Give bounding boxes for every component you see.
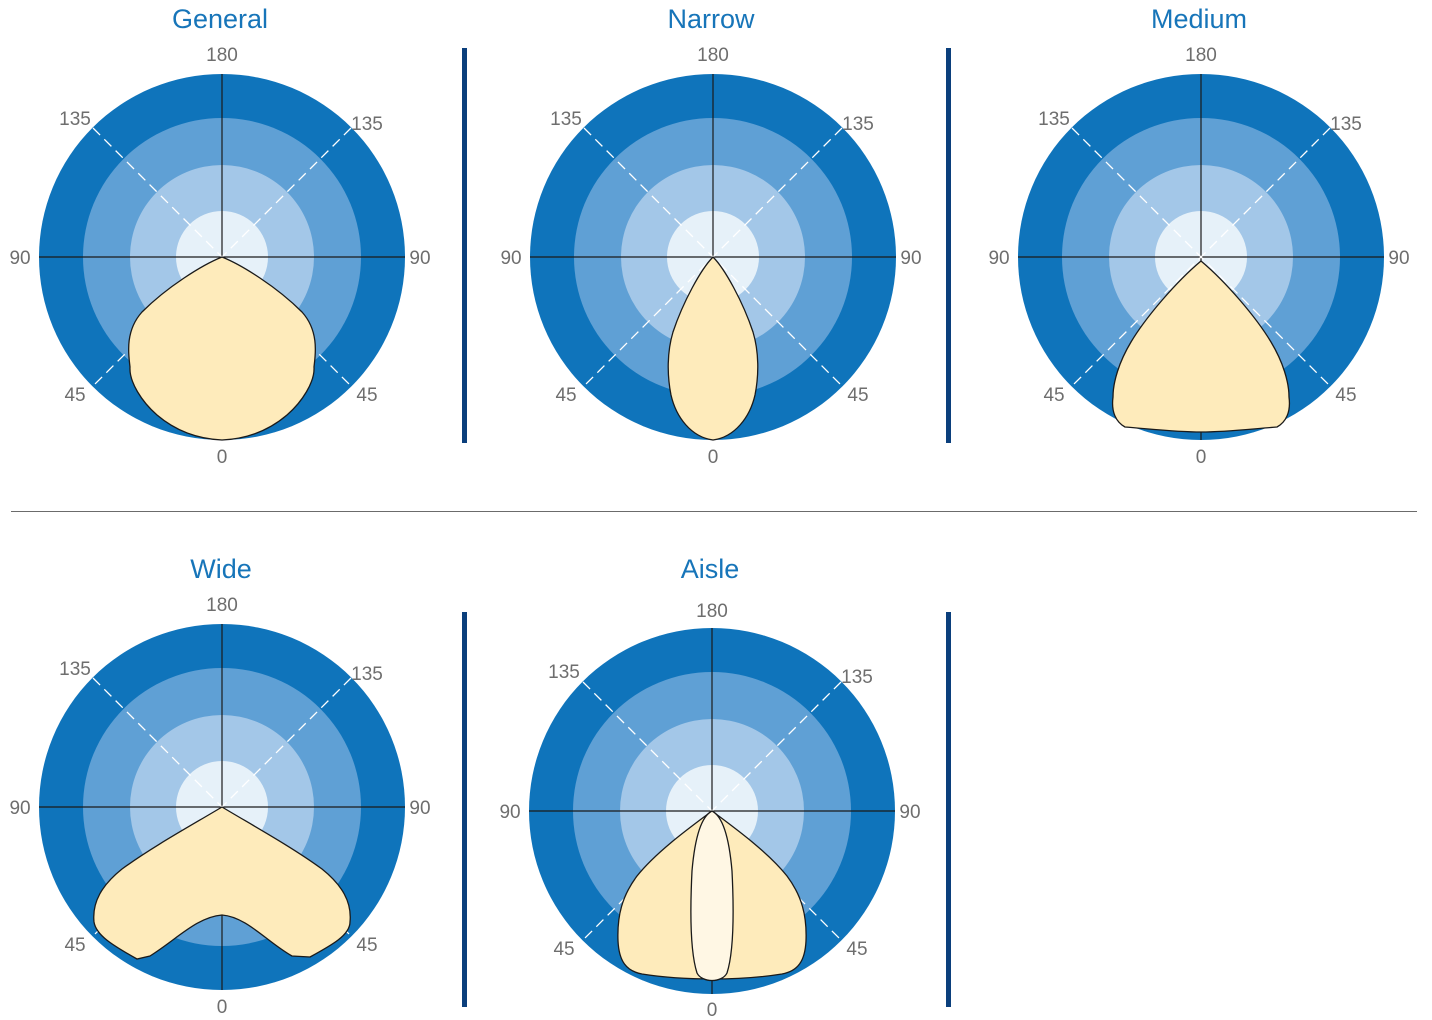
label-45-left: 45 <box>555 385 576 406</box>
diagonal-dashed <box>1071 127 1331 387</box>
polar-diagram-wide: 180 135 135 90 90 45 45 0 <box>9 595 430 1018</box>
beam-shape <box>127 256 317 441</box>
label-90-right: 90 <box>1388 248 1409 269</box>
label-90-right: 90 <box>409 248 430 269</box>
label-180: 180 <box>696 601 728 622</box>
label-135-right: 135 <box>1330 114 1362 135</box>
label-45-left: 45 <box>553 939 574 960</box>
label-0: 0 <box>1196 447 1207 468</box>
label-0: 0 <box>707 1000 718 1020</box>
label-45-left: 45 <box>1043 385 1064 406</box>
label-135-right: 135 <box>841 667 873 688</box>
horizontal-separator <box>11 511 1417 512</box>
label-180: 180 <box>1185 45 1217 66</box>
label-135-right: 135 <box>842 114 874 135</box>
vertical-separator <box>462 48 467 443</box>
label-45-right: 45 <box>846 939 867 960</box>
vertical-separator <box>462 612 467 1007</box>
label-90-left: 90 <box>499 802 520 823</box>
label-135-left: 135 <box>59 659 91 680</box>
vertical-separator <box>946 48 951 443</box>
label-135-left: 135 <box>1038 109 1070 130</box>
label-90-left: 90 <box>9 248 30 269</box>
panel-title-medium: Medium <box>1150 4 1248 34</box>
label-0: 0 <box>217 447 228 468</box>
label-90-left: 90 <box>500 248 521 269</box>
label-135-left: 135 <box>548 662 580 683</box>
label-135-right: 135 <box>351 664 383 685</box>
label-0: 0 <box>217 997 228 1018</box>
panel-title-narrow: Narrow <box>667 4 755 34</box>
polar-diagram-narrow: 180 135 135 90 90 45 45 0 <box>500 45 921 468</box>
label-135-right: 135 <box>351 114 383 135</box>
label-90-right: 90 <box>409 798 430 819</box>
beam-shape <box>667 256 759 441</box>
polar-diagram-medium: 180 135 135 90 90 45 45 0 <box>988 45 1409 468</box>
label-180: 180 <box>206 45 238 66</box>
label-180: 180 <box>697 45 729 66</box>
polar-diagram-aisle: 180 135 135 90 90 45 45 0 <box>499 601 920 1020</box>
label-180: 180 <box>206 595 238 616</box>
label-0: 0 <box>708 447 719 468</box>
label-45-right: 45 <box>1335 385 1356 406</box>
panel-title-wide: Wide <box>190 554 252 584</box>
label-135-left: 135 <box>550 109 582 130</box>
label-135-left: 135 <box>59 109 91 130</box>
label-45-left: 45 <box>64 385 85 406</box>
label-90-right: 90 <box>900 248 921 269</box>
label-90-right: 90 <box>899 802 920 823</box>
beam-shape <box>93 806 351 960</box>
polar-diagram-general: 180 135 135 90 90 45 45 0 <box>9 45 430 468</box>
vertical-separator <box>946 612 951 1007</box>
label-45-right: 45 <box>356 935 377 956</box>
label-45-right: 45 <box>847 385 868 406</box>
panel-title-aisle: Aisle <box>680 554 740 584</box>
panel-title-general: General <box>171 4 269 34</box>
label-45-right: 45 <box>356 385 377 406</box>
beam-shape <box>1111 260 1291 433</box>
label-90-left: 90 <box>9 798 30 819</box>
beam-inner-shape <box>690 810 734 982</box>
label-45-left: 45 <box>64 935 85 956</box>
label-90-left: 90 <box>988 248 1009 269</box>
